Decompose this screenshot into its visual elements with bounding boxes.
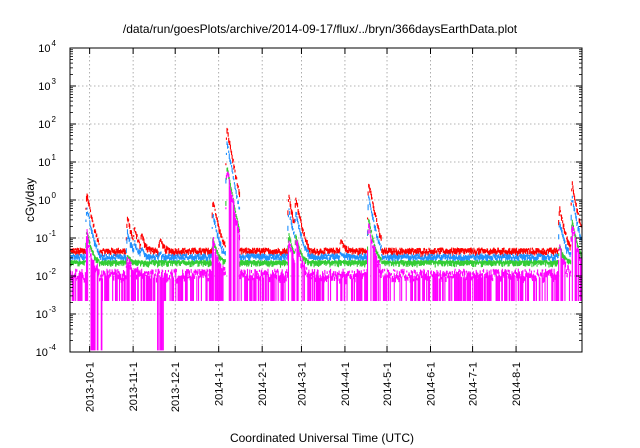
x-axis-label: Coordinated Universal Time (UTC) (230, 431, 414, 445)
x-tick-label: 2014-5-1 (382, 362, 394, 406)
x-tick-label: 2014-7-1 (468, 362, 480, 406)
x-tick-label: 2014-4-1 (340, 362, 352, 406)
y-tick-label: 103 (38, 77, 56, 93)
y-tick-label: 10-2 (36, 267, 57, 283)
series-line-3 (70, 171, 582, 351)
y-axis-label: cGy/day (23, 178, 37, 222)
series-line-0 (70, 127, 582, 258)
y-tick-label: 104 (38, 39, 56, 55)
y-tick-label: 100 (38, 191, 56, 207)
chart-title: /data/run/goesPlots/archive/2014-09-17/f… (123, 22, 518, 36)
y-tick-label: 10-1 (36, 229, 57, 245)
y-tick-label: 10-3 (36, 305, 57, 321)
x-tick-label: 2013-10-1 (85, 362, 97, 412)
x-tick-label: 2014-6-1 (426, 362, 438, 406)
x-tick-label: 2014-1-1 (214, 362, 226, 406)
y-tick-label: 10-4 (36, 343, 57, 359)
x-tick-label: 2014-3-1 (296, 362, 308, 406)
x-tick-label: 2013-12-1 (170, 362, 182, 412)
x-axis: 2013-10-1 2013-11-1 2013-12-1 2014-1-1 2014-… (85, 48, 523, 412)
series-layer (70, 127, 582, 351)
grid-lines (70, 48, 582, 352)
y-tick-label: 102 (38, 115, 56, 131)
x-tick-label: 2013-11-1 (128, 362, 140, 411)
x-tick-label: 2014-8-1 (511, 362, 523, 406)
y-tick-label: 101 (38, 153, 56, 169)
x-tick-label: 2014-2-1 (257, 362, 269, 406)
series-line-1 (70, 141, 582, 264)
